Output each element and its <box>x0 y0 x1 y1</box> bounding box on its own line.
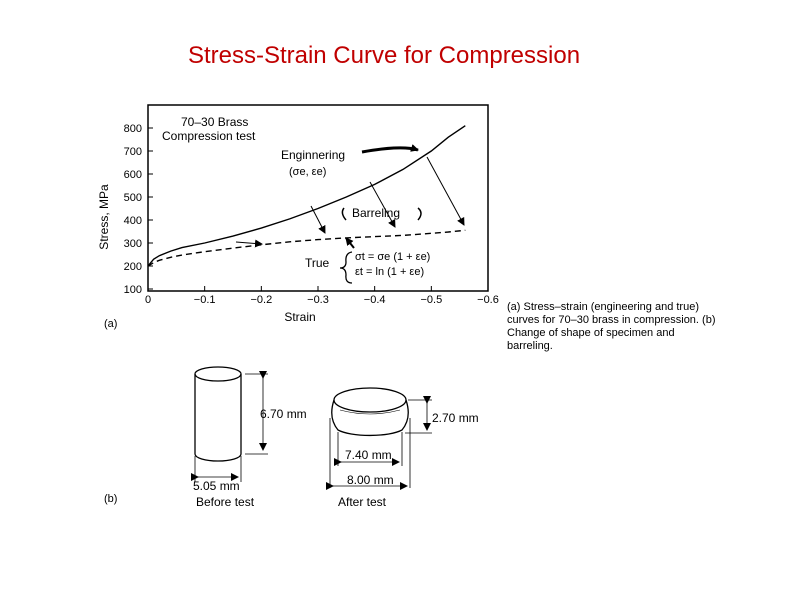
after-test-label: After test <box>338 495 387 509</box>
y-tick-label: 300 <box>124 238 142 250</box>
y-tick-label: 600 <box>124 169 142 181</box>
x-tick-label: 0 <box>145 294 151 306</box>
panel-label-b: (b) <box>104 493 117 505</box>
x-tick-label: −0.1 <box>194 294 216 306</box>
true-strain-formula: εt = ln (1 + εe) <box>355 266 424 278</box>
x-tick-label: −0.6 <box>477 294 499 306</box>
barreling-bracket-left <box>341 207 347 221</box>
engineering-formula: (σe, εe) <box>289 166 326 178</box>
y-tick-label: 700 <box>124 146 142 158</box>
barreling-bracket-right <box>417 207 422 221</box>
before-height-label: 6.70 mm <box>260 407 307 421</box>
series-label-engineering: Enginnering <box>281 148 345 162</box>
x-axis-label: Strain <box>284 310 315 324</box>
true-stress-formula: σt = σe (1 + εe) <box>355 251 430 263</box>
before-diameter-label: 5.05 mm <box>193 479 240 493</box>
y-tick-label: 800 <box>124 123 142 135</box>
after-inner-diameter-label: 7.40 mm <box>345 448 392 462</box>
y-tick-label: 200 <box>124 261 142 273</box>
slide-title: Stress-Strain Curve for Compression <box>187 42 581 69</box>
engineering-arrow <box>361 144 419 154</box>
series-layer <box>147 125 466 267</box>
x-tick-label: −0.5 <box>420 294 442 306</box>
panel-label-a: (a) <box>104 318 117 330</box>
barreling-arrow <box>369 181 396 228</box>
specimen-before <box>191 366 268 482</box>
barreling-label: Barreling <box>352 206 400 220</box>
after-height-label: 2.70 mm <box>432 411 479 425</box>
true-arrow <box>345 237 355 249</box>
formula-brace <box>339 251 353 284</box>
y-tick-label: 100 <box>124 284 142 296</box>
barreling-arrow <box>235 239 263 248</box>
x-tick-label: −0.3 <box>307 294 329 306</box>
y-axis-label: Stress, MPa <box>97 184 111 250</box>
series-line-true <box>147 229 466 267</box>
y-tick-label: 400 <box>124 215 142 227</box>
series-label-true: True <box>305 256 330 270</box>
barreling-arrow <box>426 156 465 226</box>
series-line-engineering <box>147 125 466 267</box>
x-axis: 0 −0.1 −0.2 −0.3 −0.4 −0.5 −0.6 <box>145 286 499 306</box>
before-test-label: Before test <box>196 495 255 509</box>
y-tick-label: 500 <box>124 192 142 204</box>
chart-title-line2: Compression test <box>162 129 256 143</box>
after-outer-diameter-label: 8.00 mm <box>347 473 394 487</box>
x-tick-label: −0.2 <box>250 294 272 306</box>
y-axis: 100 200 300 400 500 600 700 800 <box>124 123 153 296</box>
barreling-arrow <box>310 205 326 234</box>
figure-caption: (a) Stress–strain (engineering and true)… <box>507 301 716 352</box>
specimen-after <box>326 387 432 490</box>
x-tick-label: −0.4 <box>364 294 386 306</box>
chart-title-line1: 70–30 Brass <box>181 115 248 129</box>
